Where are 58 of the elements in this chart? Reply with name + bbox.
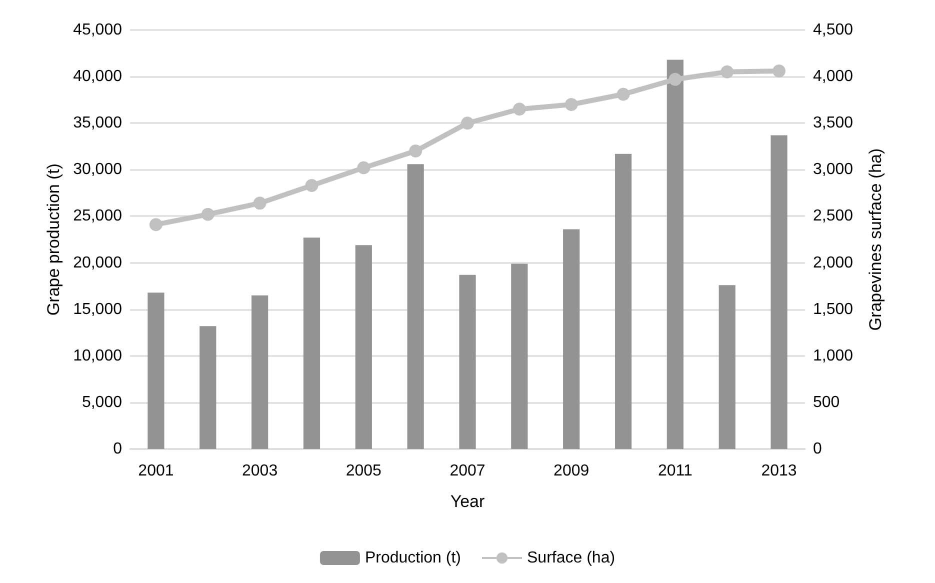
y-tick-label: 30,000 xyxy=(73,161,122,178)
x-tick-label: 2011 xyxy=(658,462,692,480)
point xyxy=(616,88,630,101)
y-tick-label: 40,000 xyxy=(73,68,122,86)
point xyxy=(305,179,318,192)
y2-axis-title: Grapevines surface (ha) xyxy=(866,148,885,331)
point xyxy=(149,218,162,232)
point xyxy=(564,98,578,111)
y2-tick-label: 3,000 xyxy=(813,161,854,178)
bar xyxy=(718,285,736,449)
y2-tick-label: 1,000 xyxy=(813,347,854,364)
point xyxy=(668,72,682,86)
legend-label: Surface (ha) xyxy=(527,550,616,566)
bar xyxy=(407,164,424,449)
y-tick-label: 25,000 xyxy=(73,208,122,225)
point xyxy=(357,161,370,174)
bar xyxy=(511,264,528,449)
bar xyxy=(459,274,476,449)
x-tick-label: 2007 xyxy=(450,462,486,480)
bar xyxy=(666,60,684,449)
y-tick-label: 10,000 xyxy=(73,347,122,364)
point xyxy=(253,196,266,210)
y-tick-label: 45,000 xyxy=(73,22,122,38)
bar xyxy=(200,326,216,449)
y2-tick-label: 4,000 xyxy=(813,68,854,86)
x-tick-label: 2009 xyxy=(554,462,590,480)
point xyxy=(772,64,786,78)
bar xyxy=(148,292,164,449)
point xyxy=(461,116,474,130)
y2-tick-label: 500 xyxy=(813,394,840,411)
point xyxy=(720,65,734,78)
y2-tick-label: 2,500 xyxy=(813,208,854,225)
bar xyxy=(252,295,268,449)
point xyxy=(201,208,214,221)
bar xyxy=(355,245,372,449)
x-tick-label: 2003 xyxy=(242,462,278,480)
y2-tick-label: 1,500 xyxy=(813,300,854,318)
x-axis-title: Year xyxy=(450,492,486,511)
y2-tick-label: 2,000 xyxy=(813,254,854,272)
y-tick-label: 20,000 xyxy=(73,254,122,272)
bar xyxy=(303,238,320,449)
y2-tick-label: 3,500 xyxy=(813,114,854,132)
legend-label: Production (t) xyxy=(364,550,462,566)
y-axis-title: Grape production (t) xyxy=(44,163,64,316)
bar xyxy=(614,154,632,449)
bar xyxy=(563,229,580,449)
y2-tick-label: 4,500 xyxy=(813,22,854,38)
y-tick-label: 5,000 xyxy=(82,394,122,411)
y-tick-label: 0 xyxy=(113,440,122,458)
point xyxy=(512,102,526,116)
x-tick-label: 2001 xyxy=(138,462,174,480)
y-tick-label: 35,000 xyxy=(73,114,122,132)
bar xyxy=(770,135,788,449)
x-tick-label: 2005 xyxy=(346,462,382,480)
y-tick-label: 15,000 xyxy=(73,300,122,318)
x-tick-label: 2013 xyxy=(761,462,797,480)
y2-tick-label: 0 xyxy=(813,440,822,458)
point xyxy=(409,144,422,158)
